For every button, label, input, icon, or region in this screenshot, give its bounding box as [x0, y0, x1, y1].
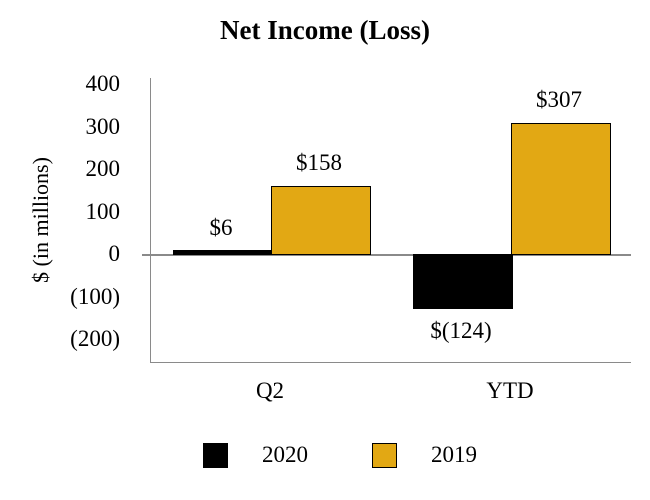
zero-axis-line: [142, 254, 631, 256]
data-label-ytd-2019: $307: [536, 86, 582, 112]
y-tick-label-0: 0: [108, 241, 121, 266]
y-tick-label-300: 300: [85, 113, 121, 139]
legend-swatch-2020: [203, 442, 228, 468]
data-label-q2-2020: $6: [209, 214, 233, 240]
legend: 2020 2019: [0, 441, 650, 469]
legend-label-2019: 2019: [431, 442, 477, 467]
bar-ytd-2020: [413, 254, 513, 309]
x-category-label-q2: Q2: [255, 378, 285, 403]
legend-swatch-2019: [372, 442, 397, 468]
plot-area: [142, 78, 631, 363]
bar-ytd-2019: [511, 122, 611, 255]
y-tick-label-100: 100: [85, 198, 121, 224]
chart-title: Net Income (Loss): [220, 15, 430, 45]
legend-item-2019: 2019: [372, 441, 477, 469]
y-tick-label-400: 400: [85, 71, 121, 96]
x-category-label-ytd: YTD: [486, 378, 534, 403]
legend-label-2020: 2020: [262, 442, 308, 467]
bar-q2-2020: [173, 250, 273, 255]
y-tick-label--100: (100): [70, 283, 120, 309]
bar-q2-2019: [271, 185, 371, 255]
data-label-ytd-2020: $(124): [430, 318, 492, 344]
y-tick-label-200: 200: [85, 156, 121, 181]
y-tick-label--200: (200): [70, 326, 120, 351]
data-label-q2-2019: $158: [296, 150, 342, 176]
legend-item-2020: 2020: [203, 441, 308, 469]
